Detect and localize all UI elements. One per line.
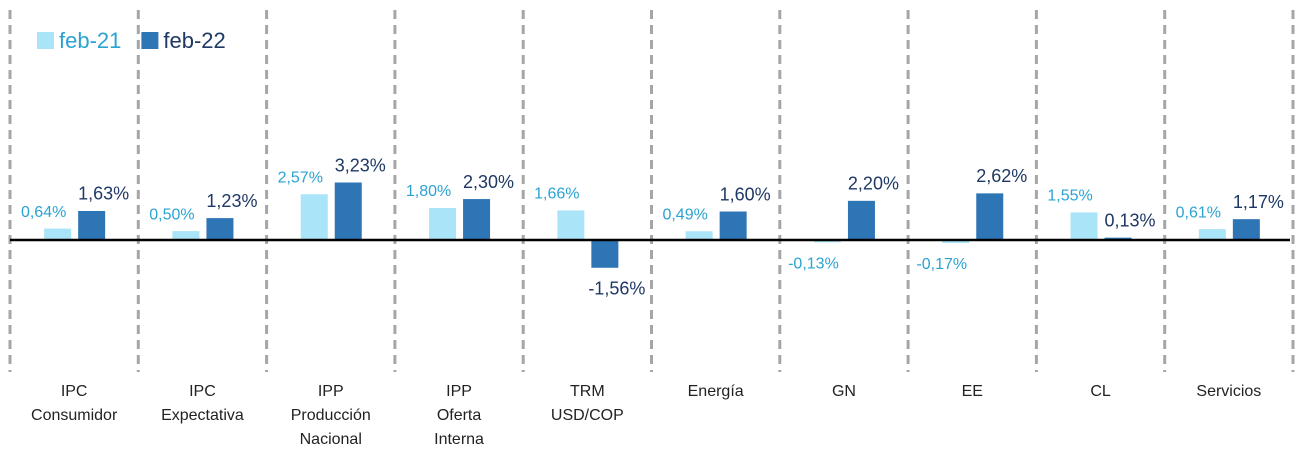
data-label: 0,50% bbox=[149, 206, 194, 223]
x-tick-label: Energía bbox=[688, 383, 744, 400]
x-tick-label: Oferta bbox=[437, 407, 482, 424]
x-tick-label: EE bbox=[962, 383, 983, 400]
data-label: 2,30% bbox=[463, 172, 514, 192]
bar bbox=[976, 193, 1004, 240]
bar bbox=[1198, 229, 1226, 240]
bar bbox=[429, 207, 457, 240]
data-label: 1,17% bbox=[1233, 192, 1284, 212]
data-label: 0,13% bbox=[1105, 210, 1156, 230]
bar bbox=[1070, 212, 1098, 240]
x-tick-label: GN bbox=[832, 383, 856, 400]
data-label: 1,23% bbox=[206, 191, 257, 211]
x-tick-label: IPC bbox=[189, 383, 216, 400]
legend-swatch bbox=[37, 32, 54, 49]
bar bbox=[557, 210, 585, 240]
data-label: 0,61% bbox=[1176, 204, 1221, 221]
x-tick-label: Interna bbox=[434, 431, 484, 448]
bar bbox=[719, 211, 747, 240]
bar bbox=[942, 240, 970, 244]
data-label: 0,64% bbox=[21, 204, 66, 221]
data-label: 3,23% bbox=[335, 155, 386, 175]
bar bbox=[591, 240, 619, 268]
x-tick-label: TRM bbox=[570, 383, 605, 400]
x-tick-label: Servicios bbox=[1196, 383, 1261, 400]
x-tick-label: IPP bbox=[446, 383, 472, 400]
bar bbox=[1232, 219, 1260, 240]
bar bbox=[206, 218, 234, 240]
x-tick-label: IPP bbox=[318, 383, 344, 400]
legend-label: feb-21 bbox=[59, 28, 121, 53]
legend-swatch bbox=[141, 32, 159, 49]
x-tick-label: IPC bbox=[61, 383, 88, 400]
data-label: 2,57% bbox=[278, 169, 323, 186]
data-label: -0,17% bbox=[916, 256, 967, 273]
bar bbox=[334, 182, 362, 240]
bar bbox=[685, 231, 713, 240]
x-tick-label: Producción bbox=[291, 407, 371, 424]
bar bbox=[300, 194, 328, 240]
x-tick-label: USD/COP bbox=[551, 407, 624, 424]
bar bbox=[172, 231, 200, 240]
data-label: 1,60% bbox=[720, 184, 771, 204]
bar bbox=[463, 199, 491, 240]
bar bbox=[78, 210, 106, 240]
data-label: 0,49% bbox=[662, 206, 707, 223]
x-tick-label: Consumidor bbox=[31, 407, 118, 424]
x-tick-label: CL bbox=[1090, 383, 1111, 400]
data-label: 1,66% bbox=[534, 186, 579, 203]
data-label: 1,80% bbox=[406, 183, 451, 200]
data-label: 2,62% bbox=[976, 166, 1027, 186]
legend-label: feb-22 bbox=[163, 28, 225, 53]
data-label: 1,55% bbox=[1047, 188, 1092, 205]
data-label: 2,20% bbox=[848, 174, 899, 194]
x-tick-label: Nacional bbox=[300, 431, 362, 448]
data-label: -1,56% bbox=[588, 279, 645, 299]
bar bbox=[44, 228, 72, 240]
data-label: -0,13% bbox=[788, 256, 839, 273]
bar bbox=[847, 200, 875, 240]
data-label: 1,63% bbox=[78, 184, 129, 204]
x-tick-label: Expectativa bbox=[161, 407, 244, 424]
